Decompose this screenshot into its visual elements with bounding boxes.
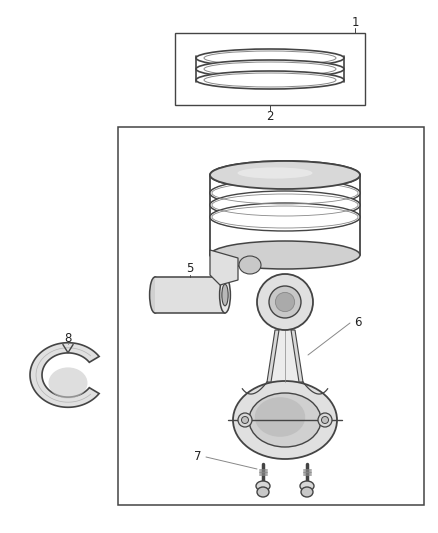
Text: 6: 6 bbox=[354, 317, 362, 329]
Text: 2: 2 bbox=[266, 110, 274, 124]
Polygon shape bbox=[271, 330, 299, 382]
Ellipse shape bbox=[256, 481, 270, 491]
Text: 8: 8 bbox=[64, 332, 72, 344]
Ellipse shape bbox=[233, 381, 337, 459]
Text: 7: 7 bbox=[194, 450, 202, 464]
Text: 5: 5 bbox=[186, 262, 194, 276]
Bar bbox=[155, 277, 225, 313]
Ellipse shape bbox=[318, 413, 332, 427]
Polygon shape bbox=[30, 343, 99, 407]
Ellipse shape bbox=[150, 277, 160, 313]
Bar bbox=[118, 127, 424, 505]
Ellipse shape bbox=[210, 161, 360, 189]
Ellipse shape bbox=[321, 416, 328, 424]
Ellipse shape bbox=[239, 256, 261, 274]
Ellipse shape bbox=[276, 293, 295, 312]
Ellipse shape bbox=[210, 179, 360, 207]
Ellipse shape bbox=[269, 286, 301, 318]
Polygon shape bbox=[291, 330, 303, 382]
Ellipse shape bbox=[222, 284, 228, 306]
Ellipse shape bbox=[210, 180, 360, 206]
Ellipse shape bbox=[300, 481, 314, 491]
Ellipse shape bbox=[204, 62, 336, 76]
Bar bbox=[196, 48, 344, 90]
Ellipse shape bbox=[255, 397, 305, 437]
Ellipse shape bbox=[204, 51, 336, 65]
Bar bbox=[175, 33, 365, 105]
Ellipse shape bbox=[237, 167, 312, 179]
Ellipse shape bbox=[204, 73, 336, 87]
Ellipse shape bbox=[196, 49, 344, 67]
Polygon shape bbox=[267, 330, 279, 382]
Ellipse shape bbox=[219, 277, 230, 313]
Ellipse shape bbox=[301, 487, 313, 497]
Ellipse shape bbox=[241, 416, 248, 424]
Bar bbox=[211, 175, 359, 255]
Ellipse shape bbox=[249, 393, 321, 447]
Ellipse shape bbox=[49, 367, 88, 399]
Ellipse shape bbox=[210, 241, 360, 269]
Text: 1: 1 bbox=[351, 15, 359, 28]
Ellipse shape bbox=[210, 192, 360, 218]
Ellipse shape bbox=[257, 274, 313, 330]
Ellipse shape bbox=[210, 204, 360, 230]
Polygon shape bbox=[210, 250, 238, 285]
Ellipse shape bbox=[196, 60, 344, 78]
Ellipse shape bbox=[196, 71, 344, 89]
Ellipse shape bbox=[210, 203, 360, 231]
Ellipse shape bbox=[210, 191, 360, 219]
Ellipse shape bbox=[238, 413, 252, 427]
Ellipse shape bbox=[257, 487, 269, 497]
Ellipse shape bbox=[210, 161, 360, 189]
